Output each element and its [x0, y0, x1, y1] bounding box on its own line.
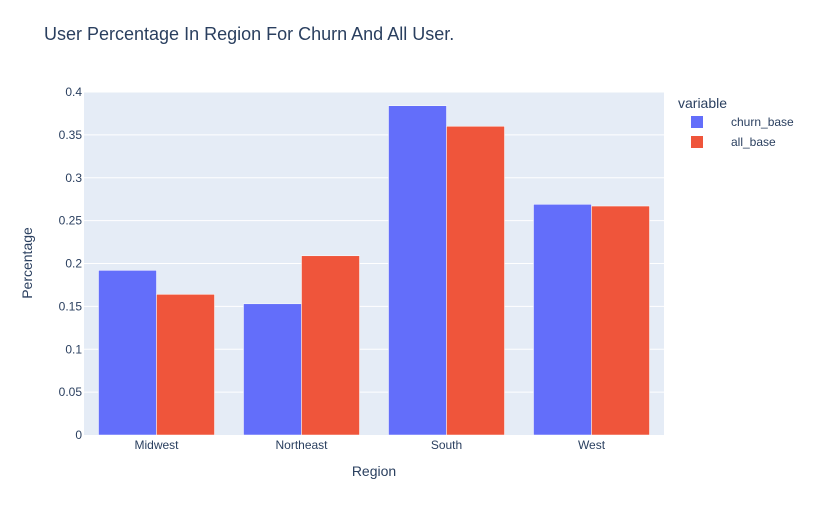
bars: [98, 105, 650, 436]
y-tick-label: 0.3: [65, 171, 82, 185]
y-axis-title: Percentage: [19, 227, 35, 299]
y-tick-label: 0.15: [59, 299, 83, 313]
bar-all_base-west[interactable]: [591, 205, 650, 436]
y-tick-label: 0.25: [59, 214, 83, 228]
y-tick-label: 0: [75, 428, 82, 442]
y-tick-labels: 0 0.05 0.1 0.15 0.2 0.25 0.3 0.35 0.4: [59, 85, 83, 442]
bar-churn_base-west[interactable]: [533, 204, 592, 436]
x-tick-label-west: West: [578, 438, 606, 452]
chart-title: User Percentage In Region For Churn And …: [44, 24, 454, 44]
x-tick-label-south: South: [431, 438, 462, 452]
x-tick-label-northeast: Northeast: [275, 438, 328, 452]
x-tick-labels: Midwest Northeast South West: [134, 438, 605, 452]
bar-churn_base-south[interactable]: [388, 105, 447, 436]
y-tick-label: 0.1: [65, 342, 82, 356]
y-tick-label: 0.35: [59, 128, 83, 142]
legend-swatch-all_base[interactable]: [691, 136, 703, 148]
bar-all_base-south[interactable]: [446, 126, 505, 436]
x-tick-label-midwest: Midwest: [134, 438, 179, 452]
bar-churn_base-midwest[interactable]: [98, 270, 157, 436]
legend-label-churn_base[interactable]: churn_base: [731, 115, 794, 129]
y-tick-label: 0.4: [65, 85, 82, 99]
y-tick-label: 0.05: [59, 385, 83, 399]
legend-title: variable: [678, 95, 727, 111]
legend-label-all_base[interactable]: all_base: [731, 135, 776, 149]
bar-all_base-northeast[interactable]: [301, 255, 360, 436]
legend-swatch-churn_base[interactable]: [691, 116, 703, 128]
y-tick-label: 0.2: [65, 257, 82, 271]
legend: variable churn_base all_base: [678, 95, 794, 149]
bar-all_base-midwest[interactable]: [156, 294, 215, 436]
x-axis-title: Region: [352, 463, 396, 479]
bar-churn_base-northeast[interactable]: [243, 303, 302, 436]
